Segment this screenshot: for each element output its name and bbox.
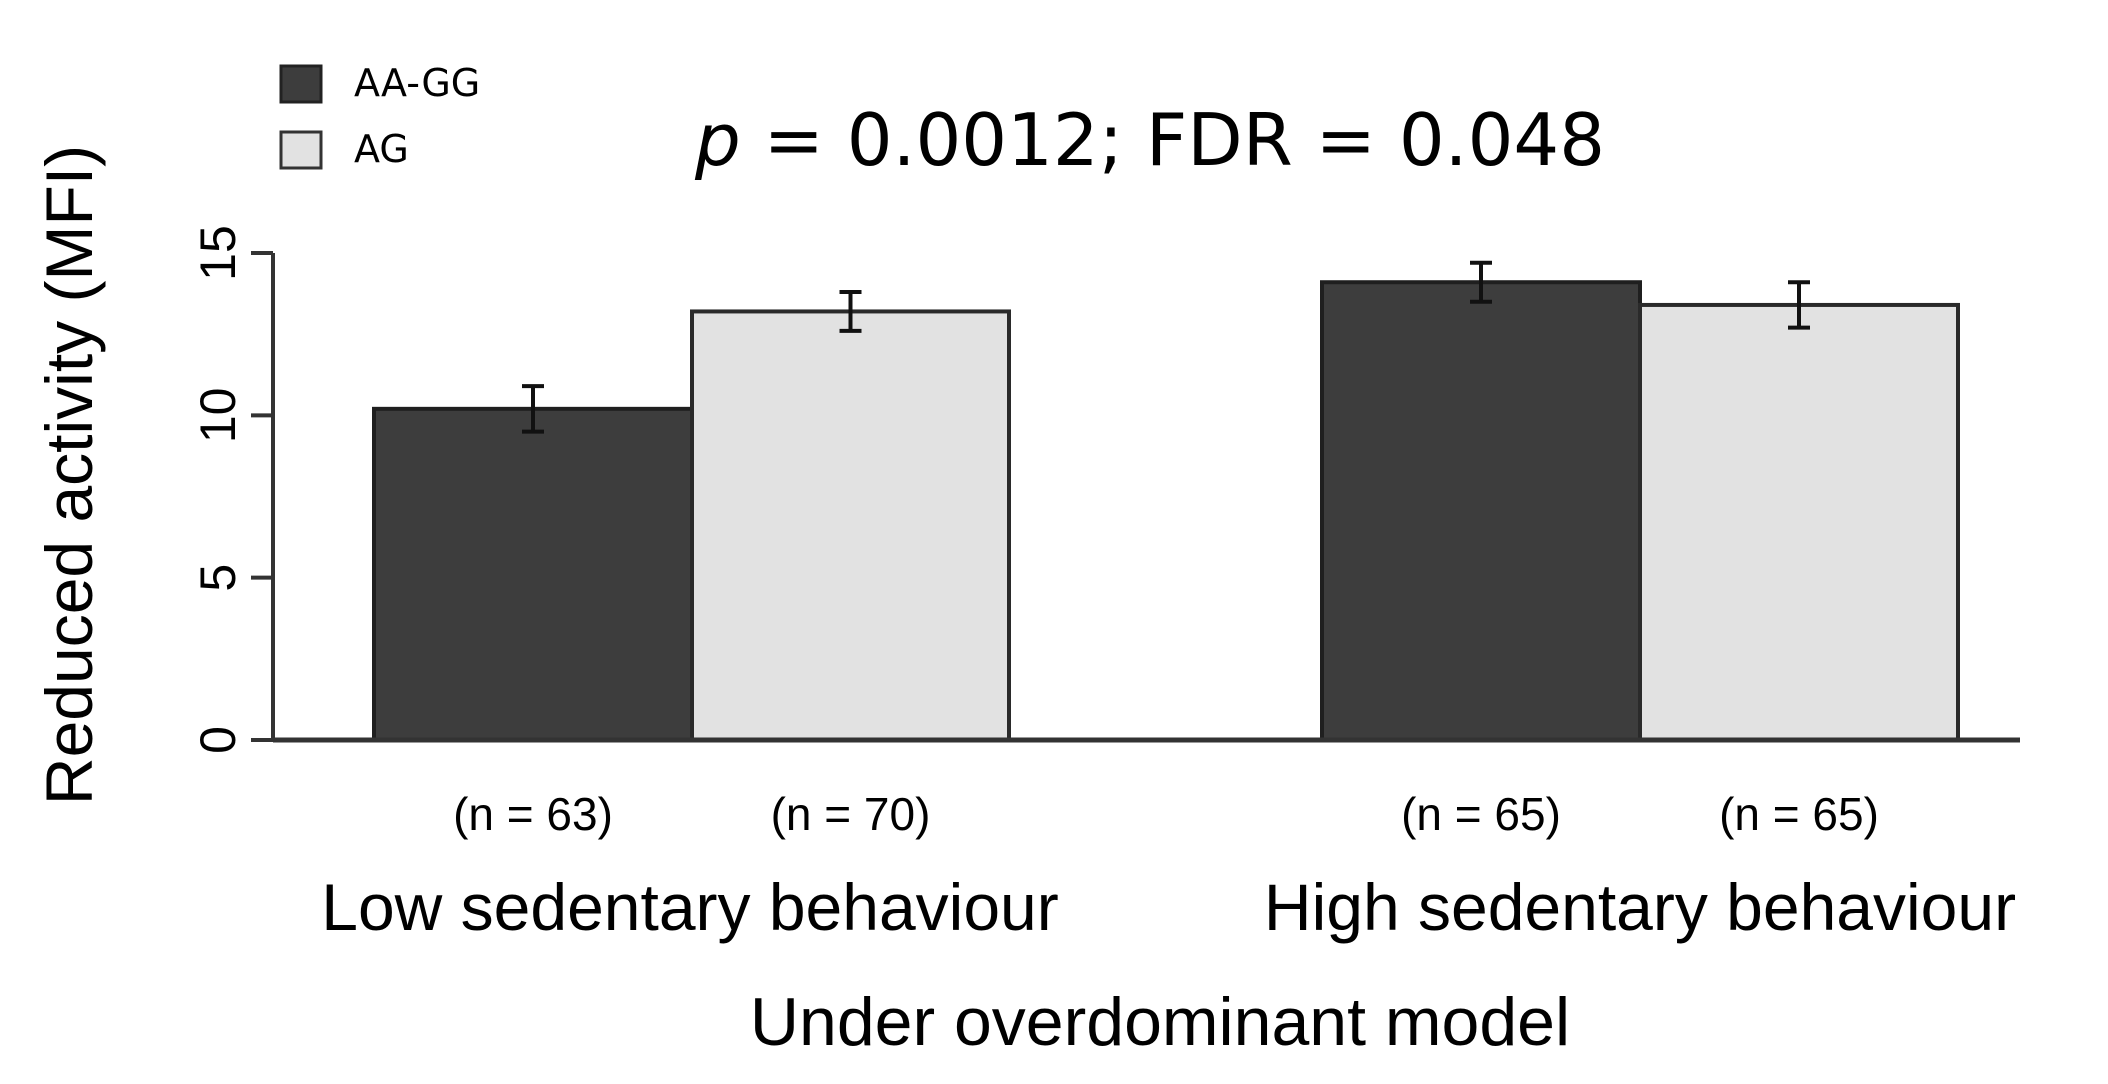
bar-ag-high [1638,302,1960,742]
x-axis-label: Under overdominant model [750,984,1570,1060]
category-label-high: High sedentary behaviour [1264,870,2016,944]
y-axis-label: Reduced activity (MFI) [32,145,106,805]
annotation-p-value: = 0.0012; [741,98,1146,182]
legend: AA-GG AG [279,61,480,171]
y-tick-label-15: 15 [190,225,246,281]
bar-ag-low [690,309,1011,742]
x-axis: Low sedentary behaviour High sedentary be… [273,737,2020,944]
annotation-fdr: FDR = 0.048 [1146,98,1605,182]
n-label: (n = 65) [1401,788,1561,840]
n-label: (n = 70) [771,788,931,840]
stats-annotation: p = 0.0012; FDR = 0.048 [694,98,1605,182]
n-label: (n = 65) [1719,788,1879,840]
legend-swatch-ag [279,130,323,170]
legend-label-ag: AG [354,127,409,171]
y-tick-label-5: 5 [190,564,246,592]
legend-swatch-aa-gg [279,64,323,104]
bar-aa-gg-low [372,406,694,742]
annotation-p-symbol: p [694,98,741,182]
legend-label-aa-gg: AA-GG [354,61,480,105]
y-tick-label-10: 10 [190,388,246,444]
y-tick-label-0: 0 [190,726,246,754]
bars-group: (n = 63) (n = 70) (n = 65) (n = 65) [372,260,1960,840]
category-label-low: Low sedentary behaviour [321,870,1058,944]
n-label: (n = 63) [453,788,613,840]
bar-aa-gg-high [1320,280,1642,742]
y-axis: 0 5 10 15 [190,225,275,754]
